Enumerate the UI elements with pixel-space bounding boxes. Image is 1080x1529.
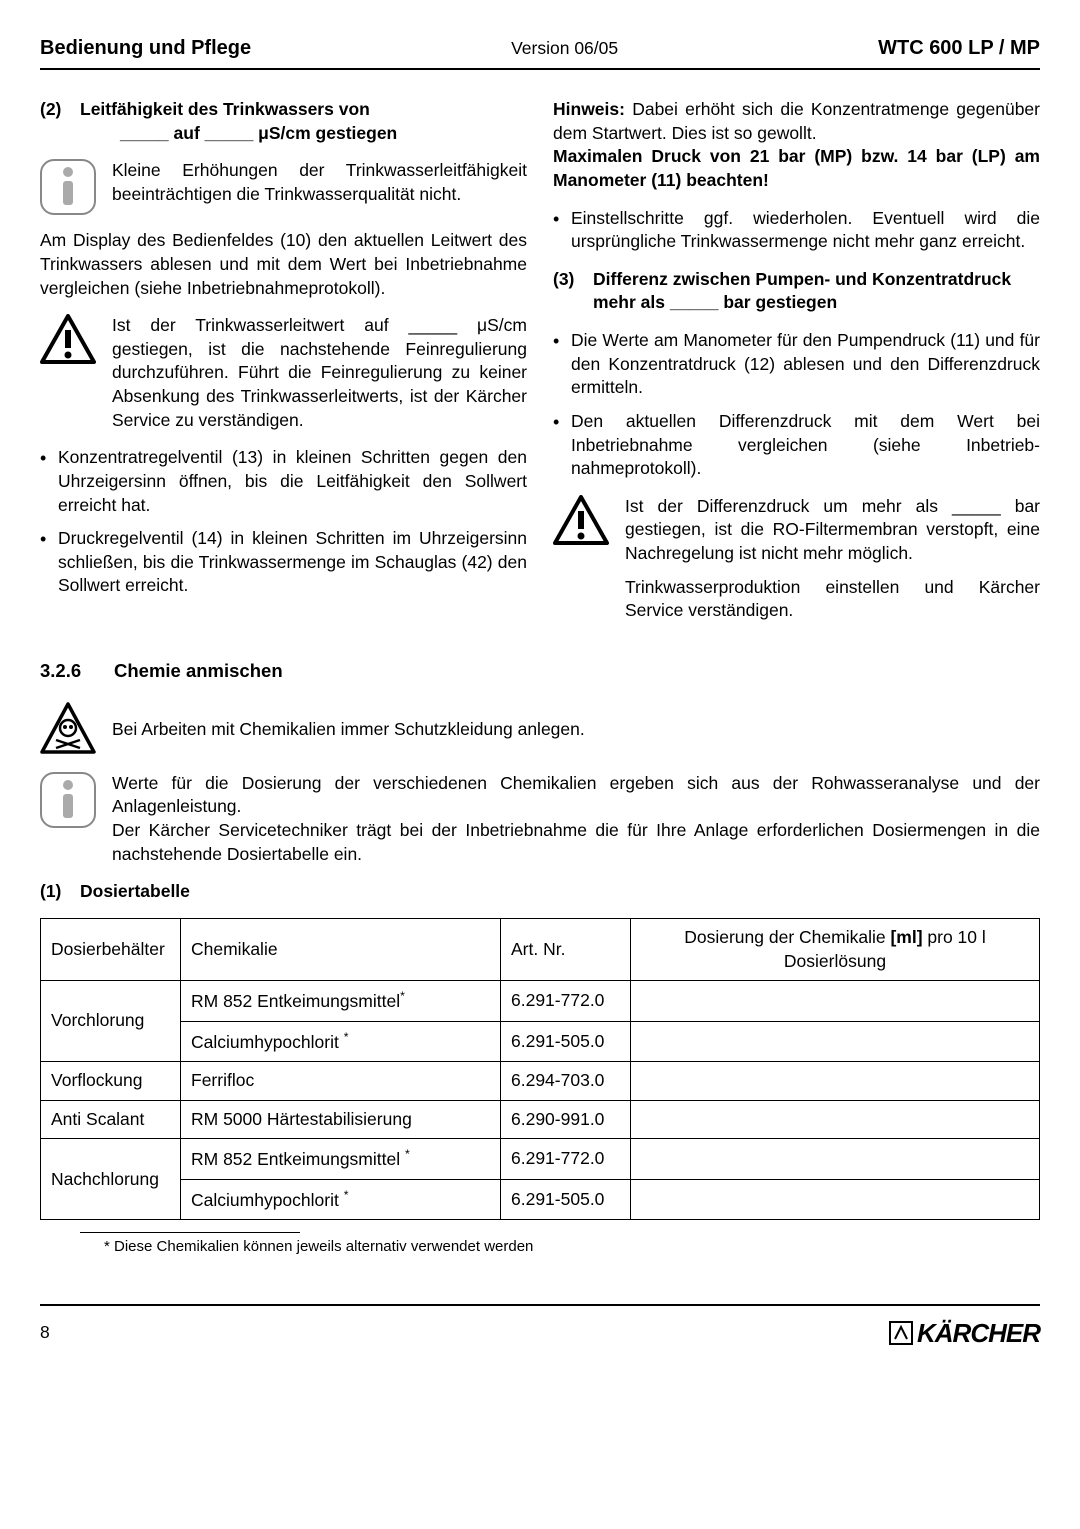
header-model: WTC 600 LP / MP	[878, 35, 1040, 62]
subheading-dosiertabelle: (1) Dosiertabelle	[40, 880, 1040, 904]
list-item: Druckregelventil (14) in kleinen Schritt…	[40, 527, 527, 598]
warning-block-1: Ist der Trinkwasserleitwert auf _____ μS…	[40, 314, 527, 432]
subhead-number: (1)	[40, 880, 80, 904]
page-number: 8	[40, 1321, 50, 1345]
cell-dosage	[631, 981, 1040, 1021]
bullet-list-r1: Einstellschritte ggf. wiederholen. Event…	[553, 207, 1040, 254]
table-row: VorflockungFerrifloc6.294-703.0	[41, 1062, 1040, 1101]
warning-text-b: Trinkwasserproduktion einstellen und Kär…	[625, 576, 1040, 623]
bullet-list-left: Konzentratregelventil (13) in kleinen Sc…	[40, 446, 527, 598]
cell-chemical: Ferrifloc	[181, 1062, 501, 1101]
warning-text: Ist der Trinkwasserleitwert auf _____ μS…	[112, 314, 527, 432]
section-heading-326: 3.2.6 Chemie anmischen	[40, 659, 1040, 684]
cell-artnr: 6.291-505.0	[501, 1179, 631, 1219]
subhead-title: Dosiertabelle	[80, 880, 190, 904]
cell-dosage	[631, 1100, 1040, 1139]
hint-paragraph: Hinweis: Dabei erhöht sich die Konzentra…	[553, 98, 1040, 193]
info-icon	[40, 772, 96, 828]
cell-dosage	[631, 1179, 1040, 1219]
cell-chemical: Calciumhypochlorit *	[181, 1179, 501, 1219]
warning-block-2: Ist der Differenzdruck um mehr als _____…	[553, 495, 1040, 623]
footnote: * Diese Chemikalien können jeweils alter…	[40, 1237, 1040, 1257]
info-block-1: Kleine Erhöhungen der Trinkwasser­leitfä…	[40, 159, 527, 215]
cell-artnr: 6.291-505.0	[501, 1021, 631, 1061]
info-text: Kleine Erhöhungen der Trinkwasser­leitfä…	[112, 159, 527, 215]
table-row: VorchlorungRM 852 Entkeimungsmittel*6.29…	[41, 981, 1040, 1021]
skull-icon	[40, 702, 96, 758]
subheading-3: (3) Differenz zwischen Pumpen- und Kon­z…	[553, 268, 1040, 315]
logo-text: KÄRCHER	[917, 1316, 1040, 1351]
footnote-rule	[80, 1232, 300, 1233]
section-number: 3.2.6	[40, 659, 114, 684]
cell-container: Vorchlorung	[41, 981, 181, 1062]
cell-container: Vorflockung	[41, 1062, 181, 1101]
cell-dosage	[631, 1021, 1040, 1061]
list-item: Einstellschritte ggf. wiederholen. Event…	[553, 207, 1040, 254]
warning-text-a: Ist der Differenzdruck um mehr als _____…	[625, 495, 1040, 566]
info-icon	[40, 159, 96, 215]
brand-logo: KÄRCHER	[889, 1316, 1040, 1351]
skull-block: Bei Arbeiten mit Chemikalien immer Schut…	[40, 702, 1040, 758]
cell-chemical: RM 5000 Härtestabilisierung	[181, 1100, 501, 1139]
header-left: Bedienung und Pflege	[40, 35, 251, 62]
list-item: Konzentratregelventil (13) in kleinen Sc…	[40, 446, 527, 517]
th-artnr: Art. Nr.	[501, 918, 631, 980]
cell-dosage	[631, 1139, 1040, 1179]
cell-chemical: Calciumhypochlorit *	[181, 1021, 501, 1061]
table-row: Anti ScalantRM 5000 Härtestabilisierung6…	[41, 1100, 1040, 1139]
list-item: Den aktuellen Differenzdruck mit dem Wer…	[553, 410, 1040, 481]
cell-chemical: RM 852 Entkeimungsmittel *	[181, 1139, 501, 1179]
section-title: Chemie anmischen	[114, 659, 283, 684]
subhead-number: (3)	[553, 268, 593, 315]
page-header: Bedienung und Pflege Version 06/05 WTC 6…	[40, 35, 1040, 70]
hint-pressure: Maximalen Druck von 21 bar (MP) bzw. 14 …	[553, 146, 1040, 190]
paragraph-display: Am Display des Bedienfeldes (10) den akt…	[40, 229, 527, 300]
hint-label: Hinweis:	[553, 99, 625, 119]
cell-chemical: RM 852 Entkeimungsmittel*	[181, 981, 501, 1021]
warning-icon	[553, 495, 609, 545]
subhead-number: (2)	[40, 98, 80, 145]
skull-text: Bei Arbeiten mit Chemikalien immer Schut…	[112, 718, 585, 742]
cell-artnr: 6.294-703.0	[501, 1062, 631, 1101]
page-footer: 8 KÄRCHER	[40, 1304, 1040, 1351]
bullet-list-r2: Die Werte am Manometer für den Pumpen­dr…	[553, 329, 1040, 481]
logo-mark-icon	[889, 1321, 913, 1345]
list-item: Die Werte am Manometer für den Pumpen­dr…	[553, 329, 1040, 400]
info-block-326: Werte für die Dosierung der verschiedene…	[40, 772, 1040, 867]
cell-artnr: 6.290-991.0	[501, 1100, 631, 1139]
cell-artnr: 6.291-772.0	[501, 1139, 631, 1179]
header-version: Version 06/05	[511, 37, 618, 61]
left-column: (2) Leitfähigkeit des Trinkwassers von _…	[40, 98, 527, 637]
dosage-table: Dosierbehälter Chemikalie Art. Nr. Dosie…	[40, 918, 1040, 1220]
th-chemical: Chemikalie	[181, 918, 501, 980]
right-column: Hinweis: Dabei erhöht sich die Konzentra…	[553, 98, 1040, 637]
table-row: Calciumhypochlorit *6.291-505.0	[41, 1179, 1040, 1219]
warning-text-group: Ist der Differenzdruck um mehr als _____…	[625, 495, 1040, 623]
th-container: Dosierbehälter	[41, 918, 181, 980]
table-row: NachchlorungRM 852 Entkeimungsmittel *6.…	[41, 1139, 1040, 1179]
subheading-2: (2) Leitfähigkeit des Trinkwassers von _…	[40, 98, 527, 145]
cell-container: Anti Scalant	[41, 1100, 181, 1139]
cell-dosage	[631, 1062, 1040, 1101]
subhead-text: Differenz zwischen Pumpen- und Kon­zentr…	[593, 268, 1040, 315]
table-header-row: Dosierbehälter Chemikalie Art. Nr. Dosie…	[41, 918, 1040, 980]
info-text-326: Werte für die Dosierung der verschiedene…	[112, 772, 1040, 867]
warning-icon	[40, 314, 96, 364]
cell-container: Nachchlorung	[41, 1139, 181, 1220]
th-dosage: Dosierung der Chemikalie [ml] pro 10 l D…	[631, 918, 1040, 980]
subhead-text: Leitfähigkeit des Trinkwassers von _____…	[80, 98, 397, 145]
table-row: Calciumhypochlorit *6.291-505.0	[41, 1021, 1040, 1061]
cell-artnr: 6.291-772.0	[501, 981, 631, 1021]
